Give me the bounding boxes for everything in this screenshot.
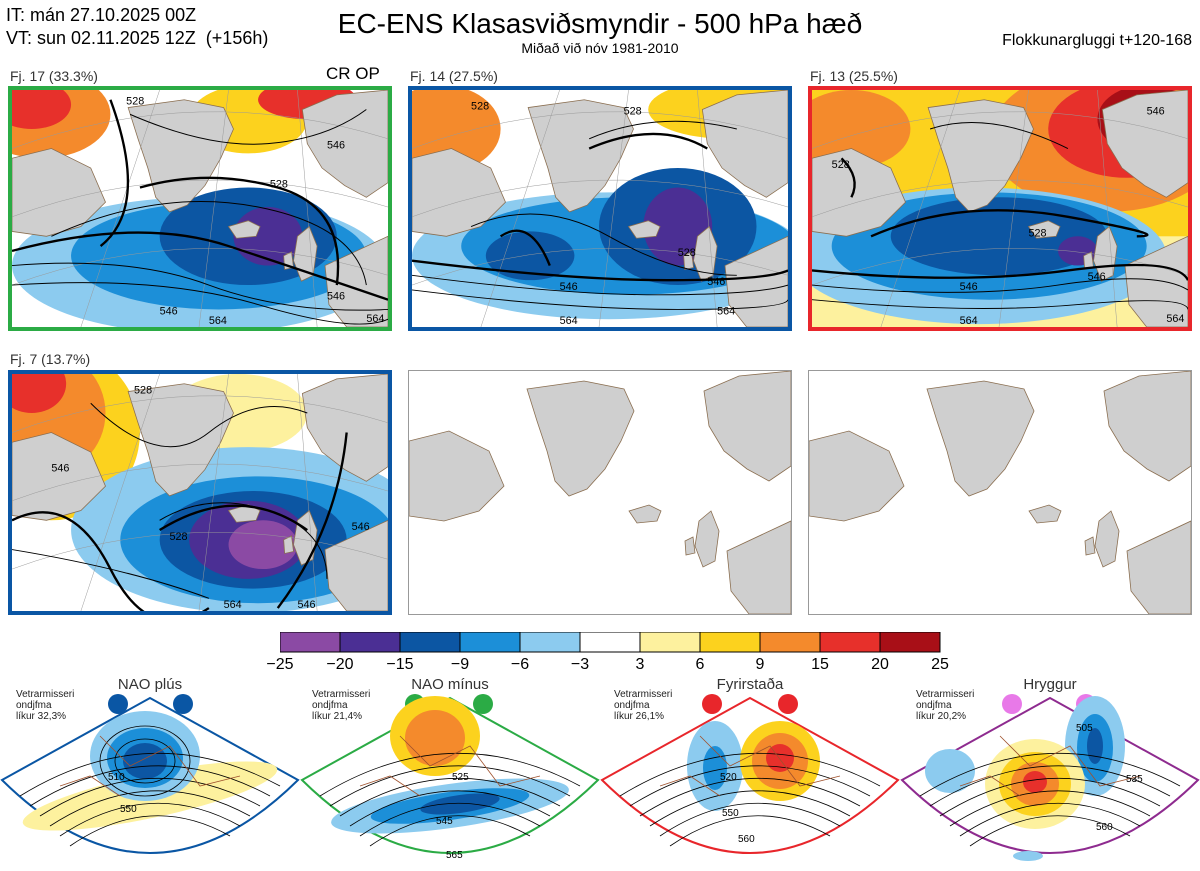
regime-nao-minus: NAO mínus Vetrarmisseri ondjfma líkur 21,4… <box>300 676 600 871</box>
contour-label: 528 <box>126 96 144 108</box>
empty-map-5 <box>408 370 792 615</box>
regime-contour: 505 <box>1076 723 1093 734</box>
regime-contour: 560 <box>738 834 755 845</box>
colorbar-swatch <box>879 632 941 653</box>
regime-dot <box>473 694 493 714</box>
colorbar-swatch <box>639 632 701 653</box>
contour-label: 546 <box>327 140 345 152</box>
colorbar-swatch <box>459 632 521 653</box>
cluster-label-2: Fj. 14 (27.5%) <box>410 68 498 84</box>
cluster-label-1: Fj. 17 (33.3%) <box>10 68 98 84</box>
colorbar-label: 6 <box>695 656 705 673</box>
contour-label: 528 <box>471 101 489 113</box>
colorbar-swatch <box>399 632 461 653</box>
initial-time: IT: mán 27.10.2025 00Z <box>6 5 197 25</box>
contour-label: 564 <box>224 599 242 611</box>
regime-blocking: Fyrirstaða Vetrarmisseri ondjfma líkur 26,… <box>600 676 900 871</box>
contour-label: 564 <box>960 315 978 327</box>
regime-note: Vetrarmisseri ondjfma líkur 32,3% <box>16 689 75 722</box>
contour-label: 546 <box>707 276 725 288</box>
cluster-map-1: 528 546 564 546 528 546 564 <box>8 86 392 331</box>
colorbar-label: −25 <box>266 656 294 673</box>
colorbar-swatch <box>579 632 641 653</box>
cluster-map-2: 528 546 564 528 528 546 564 <box>408 86 792 331</box>
cluster-label-4: Fj. 7 (13.7%) <box>10 351 91 367</box>
cluster-map-4: 528 546 528 546 564 546 <box>8 370 392 615</box>
control-operational-tag: CR OP <box>326 64 380 83</box>
colorbar-swatch <box>339 632 401 653</box>
contour-label: 546 <box>297 599 315 611</box>
colorbar-label: −20 <box>326 656 354 673</box>
contour-label: 528 <box>624 105 642 117</box>
regime-contour: 560 <box>1096 822 1113 833</box>
colorbar-label: 15 <box>811 656 829 673</box>
colorbar-swatch <box>280 632 341 653</box>
contour-label: 564 <box>560 315 578 327</box>
colorbar-swatch <box>519 632 581 653</box>
regime-contour: 520 <box>720 772 737 783</box>
regime-note: Vetrarmisseri ondjfma líkur 21,4% <box>312 689 371 722</box>
colorbar-label: 25 <box>931 656 949 673</box>
contour-label: 528 <box>169 531 187 543</box>
regime-dot <box>173 694 193 714</box>
regime-contour: 535 <box>1126 774 1143 785</box>
contour-label: 546 <box>160 305 178 317</box>
empty-map-6 <box>808 370 1192 615</box>
contour-label: 546 <box>560 281 578 293</box>
regime-name: NAO mínus <box>411 676 489 693</box>
contour-label: 528 <box>678 247 696 259</box>
regime-dot <box>702 694 722 714</box>
contour-label: 528 <box>270 179 288 191</box>
regime-dot <box>778 694 798 714</box>
colorbar <box>280 632 941 653</box>
cluster-label-3: Fj. 13 (25.5%) <box>810 68 898 84</box>
regime-name: Hryggur <box>1023 676 1077 693</box>
contour-label: 528 <box>832 159 850 171</box>
regime-name: NAO plús <box>117 676 183 693</box>
cluster-map-3: 528 528 546 564 546 564 546 <box>808 86 1192 331</box>
contour-label: 546 <box>1147 105 1165 117</box>
regime-contour: 550 <box>120 804 137 815</box>
colorbar-label: −3 <box>570 656 590 673</box>
contour-label: 546 <box>327 291 345 303</box>
regime-dot <box>1002 694 1022 714</box>
contour-label: 528 <box>134 385 152 397</box>
regime-ridge: Hryggur Vetrarmisseri ondjfma líkur 20,2% … <box>900 676 1200 871</box>
regime-contour: 510 <box>108 772 125 783</box>
contour-label: 564 <box>717 305 735 317</box>
contour-label: 546 <box>51 463 69 475</box>
contour-label: 528 <box>1029 227 1047 239</box>
contour-label: 546 <box>1088 271 1106 283</box>
regime-contour: 525 <box>452 772 469 783</box>
forecast-times: IT: mán 27.10.2025 00Z VT: sun 02.11.202… <box>6 4 268 50</box>
colorbar-label: −6 <box>510 656 530 673</box>
climatology-subtitle: Miðað við nóv 1981-2010 <box>521 40 679 56</box>
colorbar-label: 3 <box>635 656 645 673</box>
colorbar-label: 9 <box>755 656 765 673</box>
colorbar-label: 20 <box>871 656 889 673</box>
colorbar-label: −15 <box>386 656 414 673</box>
regime-contour: 550 <box>722 808 739 819</box>
regime-note: Vetrarmisseri ondjfma líkur 26,1% <box>614 689 673 722</box>
colorbar-swatch <box>759 632 821 653</box>
contour-label: 564 <box>209 315 227 327</box>
colorbar-swatch <box>699 632 761 653</box>
contour-label: 546 <box>960 281 978 293</box>
colorbar-label: −9 <box>450 656 470 673</box>
contour-label: 564 <box>1166 313 1184 325</box>
contour-label: 564 <box>366 313 384 325</box>
contour-label: 546 <box>352 521 370 533</box>
regime-dot <box>108 694 128 714</box>
classification-window: Flokkunargluggi t+120-168 <box>1002 32 1192 49</box>
regime-note: Vetrarmisseri ondjfma líkur 20,2% <box>916 689 975 722</box>
regime-nao-plus: NAO plús Vetrarmisseri ondjfma líkur 32,3%… <box>0 676 300 871</box>
page-title: EC-ENS Klasasviðsmyndir - 500 hPa hæð <box>337 8 863 39</box>
colorbar-swatch <box>819 632 881 653</box>
valid-time: VT: sun 02.11.2025 12Z (+156h) <box>6 28 269 48</box>
regime-name: Fyrirstaða <box>716 676 784 693</box>
regime-contour: 565 <box>446 850 463 861</box>
regime-contour: 545 <box>436 816 453 827</box>
